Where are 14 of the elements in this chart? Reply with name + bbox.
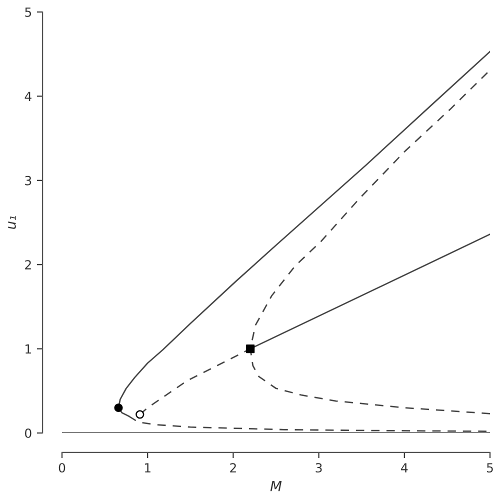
x-tick-label: 3 (316, 463, 322, 473)
x-tick-label: 1 (144, 463, 150, 472)
y-tick-label: 0 (25, 428, 32, 438)
y-axis-title: u₁ (8, 216, 16, 229)
y-tick-label: 3 (25, 176, 32, 186)
y-tick-label: 2 (25, 260, 31, 270)
y-tick-label: 5 (25, 8, 32, 17)
x-tick-label: 2 (230, 463, 236, 472)
x-tick-label: 4 (401, 463, 408, 472)
x-tick-label: 0 (58, 463, 66, 473)
y-tick-label: 1 (26, 344, 31, 354)
y-tick-label: 4 (24, 92, 32, 101)
x-tick-label: 5 (486, 463, 493, 473)
x-axis-title: M (270, 480, 282, 492)
